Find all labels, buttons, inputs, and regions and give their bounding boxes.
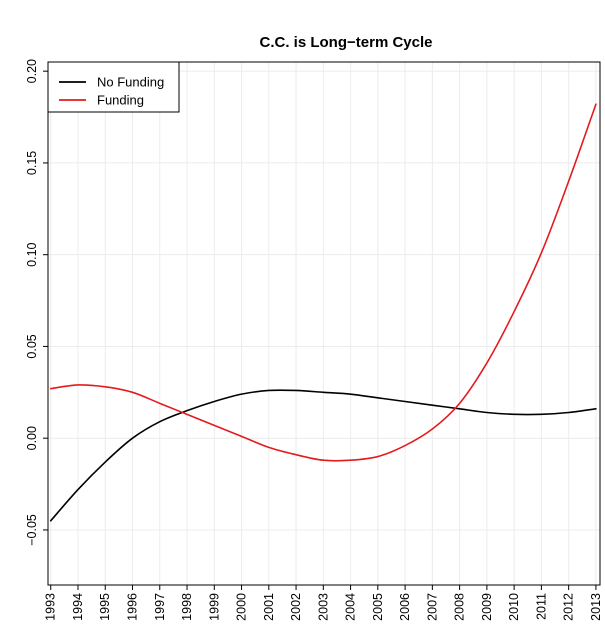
x-axis: 1993 1994 1995 1996 1997 1998 1999 2000 2001 2002… <box>44 585 603 621</box>
x-tick-label: 1993 <box>44 593 58 621</box>
x-tick-label: 1994 <box>71 593 85 621</box>
x-tick-label: 2012 <box>562 593 576 621</box>
y-tick-label: 0.15 <box>25 151 39 175</box>
y-tick-label: 0.05 <box>25 334 39 358</box>
x-tick-label: 1999 <box>207 593 221 621</box>
series-line-funding <box>49 103 597 462</box>
x-tick-label: 2009 <box>480 593 494 621</box>
y-tick-label: 0.20 <box>25 59 39 83</box>
x-tick-label: 2011 <box>534 593 548 620</box>
y-tick-label: 0.10 <box>25 242 39 266</box>
plot-frame <box>47 61 601 586</box>
x-tick-label: 1997 <box>153 593 167 621</box>
x-tick-label: 1995 <box>98 593 112 621</box>
x-tick-label: 2001 <box>262 593 276 621</box>
x-tick-label: 2005 <box>371 593 385 621</box>
legend-box <box>47 61 180 113</box>
series-line-no-funding <box>49 389 597 522</box>
x-tick-label: 2008 <box>453 593 467 621</box>
x-tick-label: 2002 <box>289 593 303 621</box>
x-tick-label: 2003 <box>316 593 330 621</box>
chart-title: C.C. is Long−term Cycle <box>260 34 433 51</box>
x-tick-label: 1998 <box>180 593 194 621</box>
x-tick-label: 2013 <box>589 593 603 621</box>
x-tick-label: 2010 <box>507 593 521 621</box>
y-axis: −0.05 0.00 0.05 0.10 0.15 0.20 <box>25 59 48 546</box>
legend-label: Funding <box>97 93 144 108</box>
legend: No Funding Funding <box>47 61 180 113</box>
x-tick-label: 2000 <box>235 593 249 621</box>
y-tick-label: −0.05 <box>25 514 39 546</box>
series <box>49 103 597 522</box>
x-tick-label: 2006 <box>398 593 412 621</box>
grid <box>48 62 600 585</box>
x-tick-label: 2007 <box>425 593 439 621</box>
y-tick-label: 0.00 <box>25 426 39 450</box>
x-tick-label: 1996 <box>126 593 140 621</box>
legend-label: No Funding <box>97 75 164 90</box>
x-tick-label: 2004 <box>344 593 358 621</box>
